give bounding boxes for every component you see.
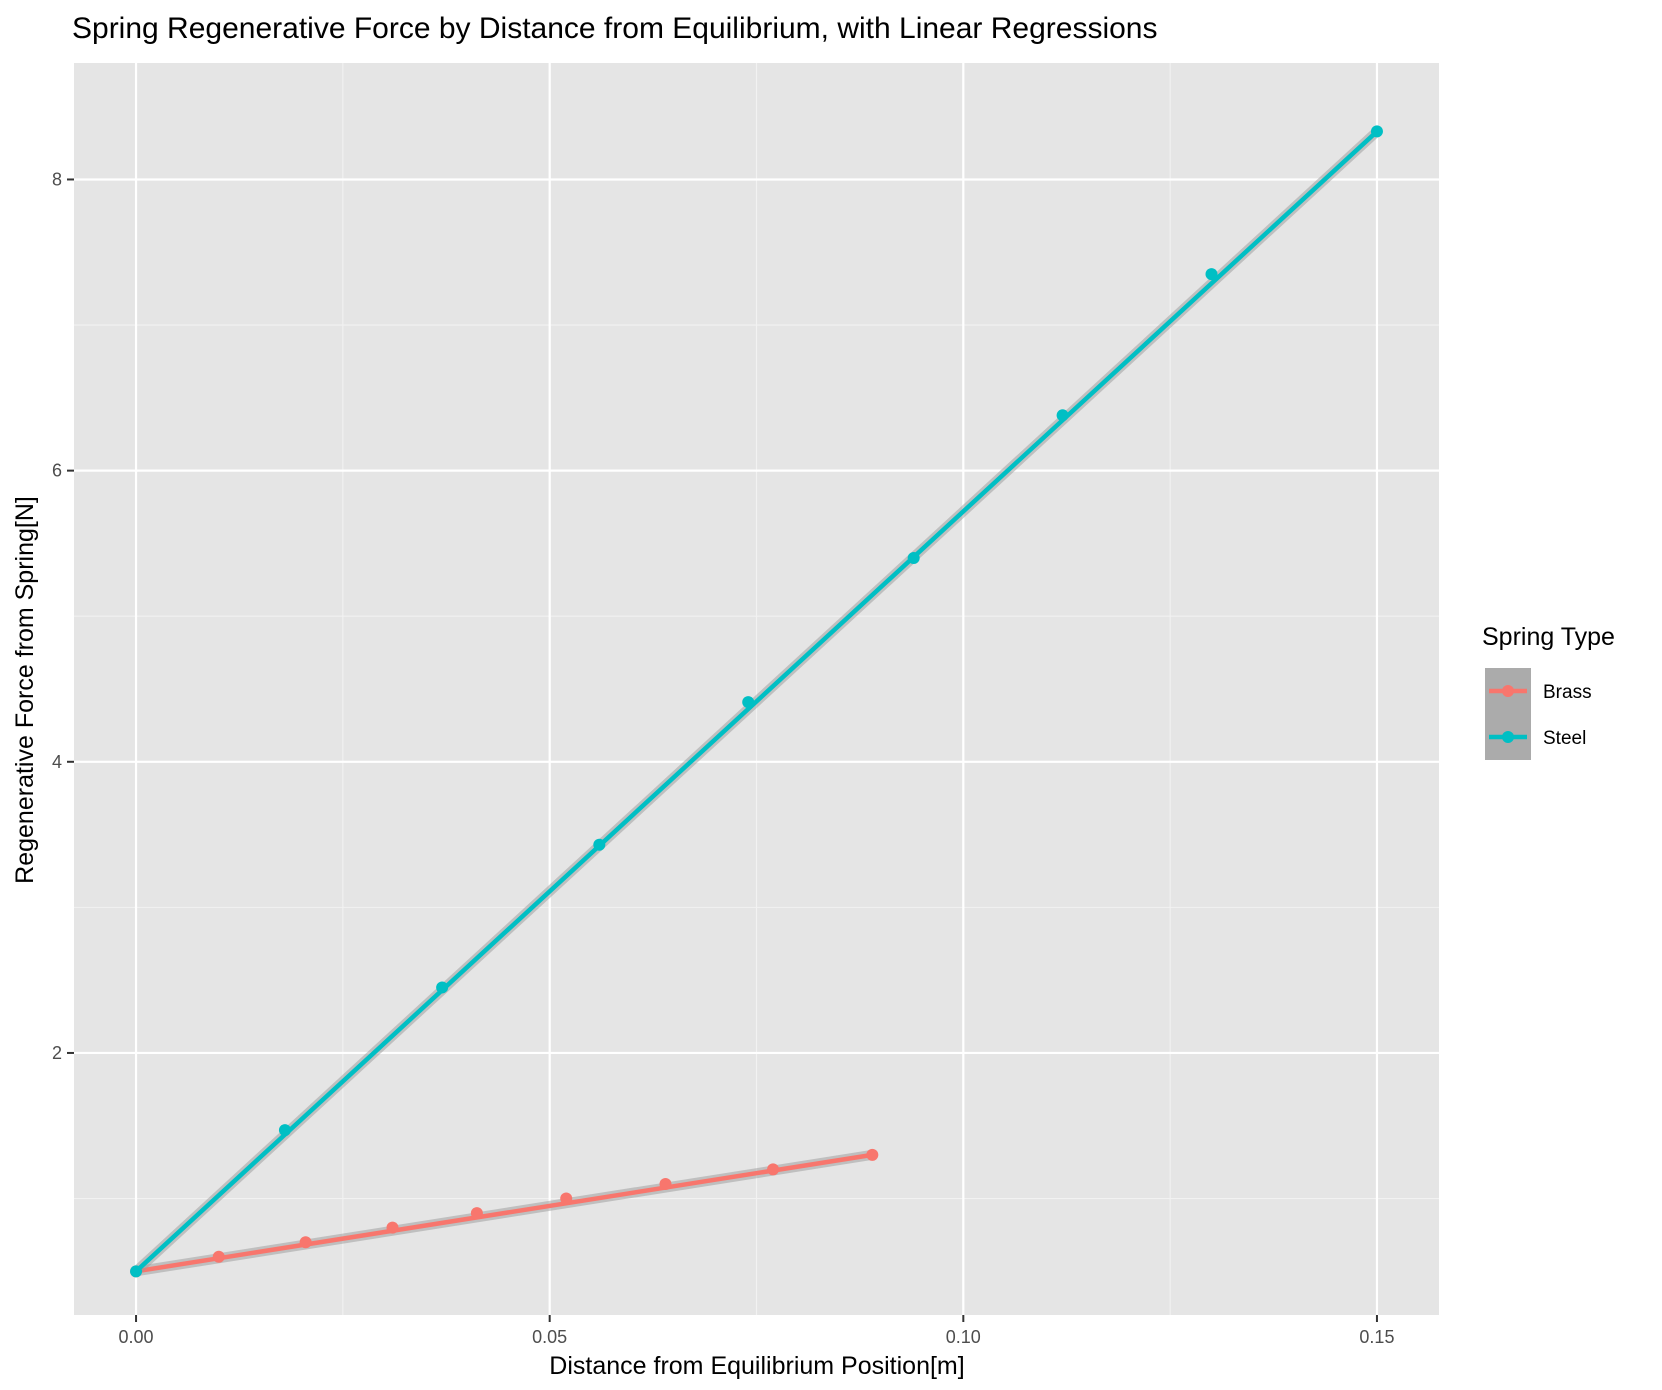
data-point-steel (907, 551, 920, 564)
data-point-brass (470, 1207, 483, 1220)
data-point-brass (866, 1148, 879, 1161)
y-tick-label: 4 (52, 752, 62, 772)
series-layer (130, 125, 1383, 1278)
x-tick-label: 0.15 (1359, 1327, 1394, 1347)
data-point-brass (386, 1221, 399, 1234)
y-tick-label: 2 (52, 1043, 62, 1063)
y-tick-label: 8 (52, 169, 62, 189)
data-point-steel (742, 696, 755, 709)
data-point-brass (560, 1192, 573, 1205)
data-point-brass (659, 1177, 672, 1190)
x-axis-title: Distance from Equilibrium Position[m] (549, 1352, 964, 1380)
data-point-steel (278, 1124, 291, 1137)
data-point-steel (1205, 268, 1218, 281)
chart-title: Spring Regenerative Force by Distance fr… (72, 12, 1157, 45)
series-steel (130, 125, 1383, 1278)
legend-item-steel: Steel (1485, 714, 1586, 760)
legend-title: Spring Type (1482, 623, 1615, 651)
minor-gridlines (74, 63, 1439, 1315)
regression-line-brass (135, 1152, 873, 1274)
legend-item-brass: Brass (1485, 668, 1592, 714)
data-point-brass (212, 1250, 225, 1263)
y-axis-title: Regenerative Force from Spring[N] (11, 496, 39, 884)
x-tick-label: 0.10 (946, 1327, 981, 1347)
legend: Spring Type Brass Steel (1482, 623, 1615, 760)
legend-point-steel (1502, 731, 1514, 743)
regression-line-steel (134, 129, 1379, 1273)
y-tick-label: 6 (52, 461, 62, 481)
y-axis: 2 4 6 8 (52, 169, 74, 1063)
legend-point-brass (1502, 685, 1514, 697)
legend-label-brass: Brass (1543, 682, 1592, 703)
data-point-steel (436, 981, 449, 994)
data-point-steel (593, 838, 606, 851)
x-axis: 0.00 0.05 0.10 0.15 (119, 1315, 1394, 1347)
data-point-steel (1370, 125, 1383, 138)
data-point-brass (299, 1236, 312, 1249)
legend-label-steel: Steel (1543, 728, 1586, 749)
data-point-steel (130, 1265, 143, 1278)
x-tick-label: 0.05 (532, 1327, 567, 1347)
x-tick-label: 0.00 (119, 1327, 154, 1347)
data-point-steel (1056, 409, 1069, 422)
data-point-brass (767, 1163, 780, 1176)
major-gridlines (74, 63, 1439, 1315)
series-brass (130, 1148, 879, 1278)
